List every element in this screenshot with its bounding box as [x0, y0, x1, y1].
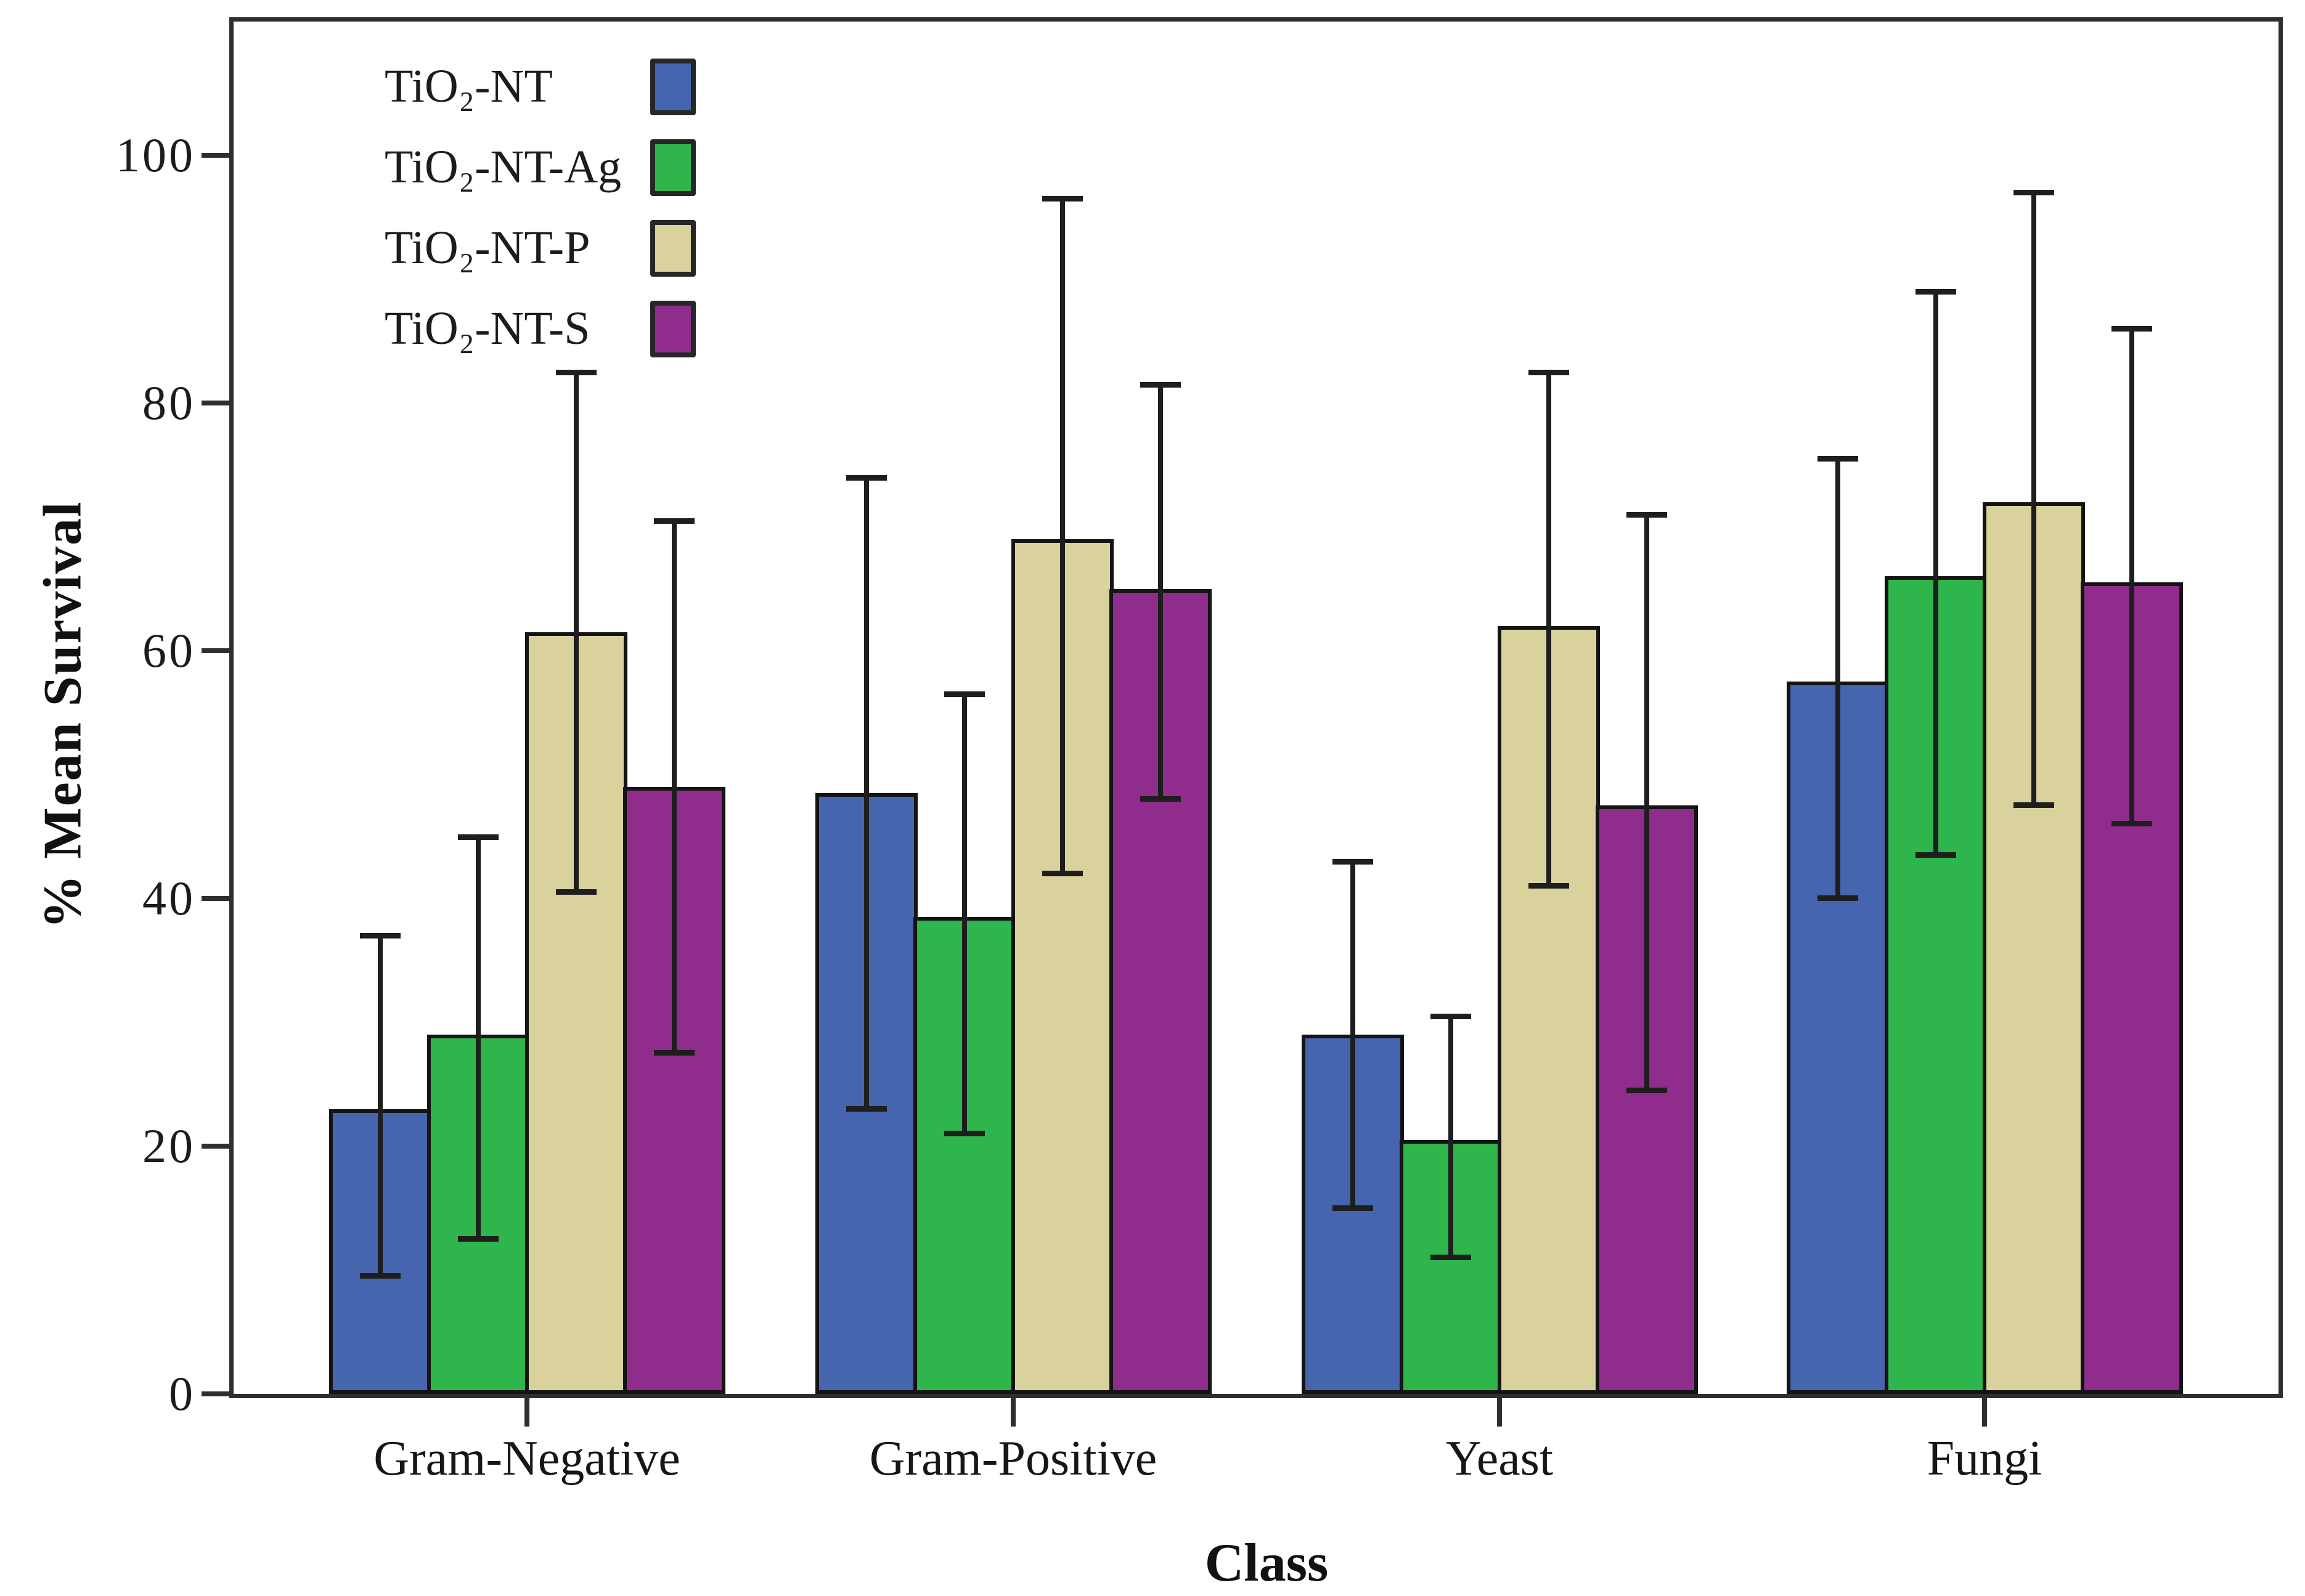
y-tick-80	[202, 401, 230, 405]
y-tick-label-100: 100	[116, 128, 195, 182]
error-cap-bottom-0-1	[457, 1236, 499, 1242]
error-cap-top-3-1	[1915, 289, 1956, 295]
error-bar-3-3	[2129, 328, 2134, 824]
error-bar-2-1	[1448, 1016, 1453, 1258]
error-bar-0-2	[573, 372, 579, 892]
error-cap-top-0-0	[359, 933, 401, 939]
error-cap-top-1-0	[846, 474, 887, 481]
error-bar-2-2	[1546, 372, 1551, 886]
error-bar-3-0	[1835, 458, 1840, 898]
error-bar-1-1	[961, 694, 967, 1134]
x-axis-title: Class	[1204, 1533, 1329, 1593]
error-cap-top-2-1	[1430, 1013, 1471, 1019]
x-tick-3	[1982, 1398, 1987, 1427]
error-bar-2-3	[1644, 514, 1649, 1091]
legend: TiO₂-NT TiO₂-NT-Ag TiO₂-NT-P TiO₂-NT-S	[385, 46, 696, 369]
y-tick-100	[202, 153, 230, 158]
error-cap-top-0-1	[457, 834, 499, 840]
x-category-label-3: Fungi	[1927, 1431, 2042, 1486]
legend-label-2: TiO₂-NT-P	[385, 222, 590, 274]
error-cap-bottom-2-0	[1332, 1205, 1373, 1211]
y-tick-label-80: 80	[142, 376, 195, 430]
error-cap-bottom-3-2	[2013, 802, 2054, 808]
error-bar-2-0	[1350, 861, 1355, 1208]
y-axis-title: % Mean Survival	[33, 500, 93, 929]
error-cap-top-2-3	[1626, 511, 1667, 518]
y-tick-20	[202, 1144, 230, 1149]
error-cap-top-1-3	[1140, 381, 1181, 388]
error-cap-top-2-0	[1332, 858, 1373, 865]
error-bar-3-1	[1933, 291, 1938, 855]
error-bar-0-0	[377, 935, 383, 1277]
y-tick-0	[202, 1391, 230, 1396]
bar-tio-nt-ag-2	[1399, 1139, 1502, 1394]
error-cap-bottom-3-0	[1817, 895, 1858, 901]
bar-group-gram-positive	[815, 22, 1212, 1394]
x-tick-1	[1011, 1398, 1016, 1427]
y-tick-label-20: 20	[142, 1119, 195, 1173]
error-cap-top-2-2	[1528, 369, 1569, 375]
legend-label-1: TiO₂-NT-Ag	[385, 141, 622, 193]
legend-swatch-0	[650, 58, 696, 115]
legend-item-1: TiO₂-NT-Ag	[385, 127, 696, 208]
error-cap-bottom-0-3	[653, 1050, 695, 1056]
error-bar-1-0	[863, 477, 869, 1109]
error-cap-bottom-0-2	[555, 889, 597, 895]
y-tick-label-60: 60	[142, 624, 195, 677]
error-bar-1-2	[1059, 198, 1065, 874]
error-cap-bottom-2-1	[1430, 1254, 1471, 1260]
error-bar-0-3	[671, 520, 677, 1054]
legend-item-2: TiO₂-NT-P	[385, 208, 696, 288]
y-tick-label-0: 0	[169, 1367, 195, 1420]
bar-group-gram-negative	[328, 22, 725, 1394]
x-category-label-0: Gram-Negative	[373, 1431, 680, 1486]
error-cap-bottom-1-0	[846, 1105, 887, 1112]
error-cap-bottom-1-2	[1042, 870, 1083, 876]
error-cap-bottom-0-0	[359, 1273, 401, 1279]
error-cap-top-3-0	[1817, 456, 1858, 462]
error-cap-top-0-2	[555, 369, 597, 375]
legend-item-0: TiO₂-NT	[385, 46, 696, 127]
bar-group-yeast	[1301, 22, 1698, 1394]
bar-tio-nt-s-0	[622, 787, 725, 1394]
error-cap-top-3-3	[2111, 326, 2152, 332]
error-bar-3-2	[2031, 192, 2036, 806]
bar-group-fungi	[1786, 22, 2183, 1394]
error-cap-top-1-2	[1042, 196, 1083, 202]
x-category-label-2: Yeast	[1445, 1431, 1554, 1486]
error-cap-bottom-3-3	[2111, 821, 2152, 827]
legend-swatch-1	[650, 139, 696, 196]
legend-label-3: TiO₂-NT-S	[385, 303, 590, 354]
error-cap-bottom-1-3	[1140, 796, 1181, 802]
error-bar-0-1	[475, 836, 481, 1239]
y-tick-60	[202, 648, 230, 653]
legend-swatch-2	[650, 219, 696, 277]
error-cap-bottom-2-3	[1626, 1087, 1667, 1093]
x-tick-2	[1497, 1398, 1502, 1427]
x-category-label-1: Gram-Positive	[869, 1431, 1157, 1486]
error-cap-bottom-3-1	[1915, 852, 1956, 858]
plot-area: 0 20 40 60 80 100 Gram-Negative Gram-Positive Ye…	[116, 17, 2283, 1485]
legend-swatch-3	[650, 300, 696, 357]
error-cap-top-1-1	[944, 691, 985, 698]
error-cap-bottom-1-1	[944, 1130, 985, 1136]
y-tick-40	[202, 896, 230, 901]
legend-label-0: TiO₂-NT	[385, 60, 553, 112]
x-tick-0	[524, 1398, 529, 1427]
y-tick-label-40: 40	[142, 871, 195, 925]
error-cap-top-0-3	[653, 518, 695, 524]
legend-item-3: TiO₂-NT-S	[385, 288, 696, 369]
error-cap-top-3-2	[2013, 190, 2054, 196]
error-bar-1-3	[1157, 384, 1163, 800]
error-cap-bottom-2-2	[1528, 882, 1569, 889]
